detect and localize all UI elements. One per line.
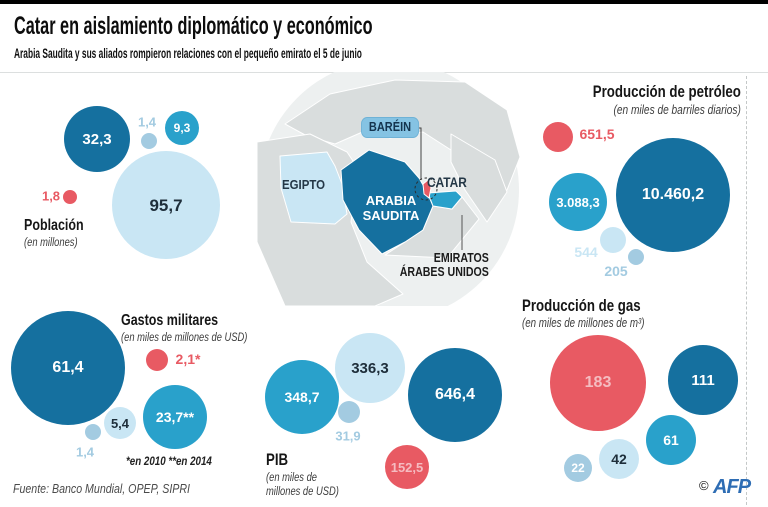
- bubble-value-pib-qatar: 152,5: [390, 459, 424, 475]
- bubble-value-pib-saudi: 646,4: [434, 386, 476, 403]
- map-label-catar: CATAR: [427, 175, 467, 190]
- bubble-value-petroleo-uae: 3.088,3: [556, 194, 600, 210]
- copyright-icon: ©: [699, 478, 709, 493]
- right-trim-dashed-line: [746, 76, 747, 505]
- bubble-value-poblacion-uae: 9,3: [173, 121, 191, 135]
- map-svg: [256, 72, 521, 306]
- map-uae: [427, 190, 463, 210]
- bubble-value-militar-egypt: 5,4: [110, 415, 130, 431]
- bubble-value-pib-uae: 348,7: [284, 389, 320, 405]
- afp-logo: AFP: [713, 476, 751, 498]
- bubble-petroleo-bahrain: [628, 249, 644, 265]
- map-label-arabia-saudita: ARABIA SAUDITA: [362, 193, 420, 223]
- petroleo-title: Producción de petróleo: [592, 82, 741, 101]
- bubble-value-militar-bahrain: 1,4: [75, 444, 95, 460]
- section-militar: Gastos militares (en miles de millones d…: [121, 312, 283, 345]
- bubble-value-petroleo-bahrain: 205: [604, 263, 628, 279]
- bubble-gas-uae: 61: [646, 415, 696, 465]
- section-gas: Producción de gas (en miles de millones …: [522, 296, 679, 331]
- bubble-value-petroleo-qatar: 651,5: [579, 126, 615, 142]
- bubble-militar-qatar: [146, 349, 168, 371]
- pib-subtitle: (en miles de millones de USD): [266, 469, 339, 498]
- pib-title: PIB: [266, 450, 289, 469]
- bubble-petroleo-egypt: [600, 227, 626, 253]
- bubble-value-gas-egypt: 42: [611, 451, 627, 467]
- bubble-value-militar-qatar: 2,1*: [175, 351, 201, 367]
- bubble-pib-saudi: 646,4: [408, 348, 502, 442]
- bubble-pib-qatar: 152,5: [385, 445, 429, 489]
- afp-credit: © AFP: [699, 476, 751, 499]
- bubble-pib-egypt: 336,3: [335, 333, 405, 403]
- bubble-poblacion-qatar: [63, 190, 77, 204]
- militar-subtitle: (en miles de millones de USD): [121, 330, 248, 345]
- bubble-poblacion-bahrain: [141, 133, 157, 149]
- bubble-gas-bahrain: 22: [564, 454, 592, 482]
- bubble-gas-saudi: 111: [668, 345, 738, 415]
- bubble-militar-egypt: 5,4: [104, 407, 136, 439]
- bubble-value-gas-qatar: 183: [584, 374, 612, 391]
- page-subtitle: Arabia Saudita y sus aliados rompieron r…: [14, 46, 362, 61]
- page-title: Catar en aislamiento diplomático y econó…: [14, 12, 373, 40]
- section-petroleo: Producción de petróleo (en miles de barr…: [551, 82, 741, 117]
- bubble-value-poblacion-qatar: 1,8: [41, 188, 61, 204]
- top-black-bar: [0, 0, 768, 4]
- bubble-militar-bahrain: [85, 424, 101, 440]
- bubble-value-gas-saudi: 111: [691, 371, 715, 389]
- militar-title: Gastos militares: [121, 312, 219, 329]
- gas-subtitle: (en miles de millones de m³): [522, 315, 645, 330]
- bubble-petroleo-qatar: [543, 122, 573, 152]
- map-label-emiratos: EMIRATOS ÁRABES UNIDOS: [399, 251, 489, 280]
- bubble-value-poblacion-saudi: 32,3: [82, 130, 112, 148]
- bubble-value-pib-egypt: 336,3: [351, 359, 389, 377]
- map-land-iran: [450, 133, 508, 223]
- militar-footnote: *en 2010 **en 2014: [126, 456, 212, 468]
- bubble-value-gas-bahrain: 22: [571, 461, 585, 475]
- bubble-petroleo-saudi: 10.460,2: [616, 138, 730, 252]
- section-pib: PIB (en miles de millones de USD): [266, 450, 378, 498]
- bubble-poblacion-saudi: 32,3: [64, 106, 130, 172]
- bubble-gas-egypt: 42: [599, 439, 639, 479]
- map-egypt: [279, 151, 348, 225]
- middle-east-map: BARÉIN EGIPTO ARABIA SAUDITA CATAR EMIRA…: [255, 72, 527, 306]
- map-label-egipto: EGIPTO: [282, 177, 326, 192]
- qatar-highlight-circle: [414, 177, 438, 201]
- petroleo-subtitle: (en miles de barriles diarios): [613, 101, 741, 117]
- gas-title: Producción de gas: [522, 296, 641, 315]
- bubble-pib-bahrain: [338, 401, 360, 423]
- bubble-value-poblacion-egypt: 95,7: [149, 195, 183, 215]
- map-saudi-arabia: [340, 149, 434, 255]
- poblacion-subtitle: (en millones): [24, 235, 78, 250]
- bubble-value-militar-saudi: 61,4: [52, 359, 84, 376]
- bubble-value-poblacion-bahrain: 1,4: [137, 114, 157, 130]
- map-qatar: [422, 179, 432, 199]
- section-poblacion: Población (en millones): [24, 217, 100, 250]
- bubble-value-militar-uae: 23,7**: [155, 409, 195, 425]
- bubble-militar-uae: 23,7**: [143, 385, 207, 449]
- bubble-poblacion-uae: 9,3: [165, 111, 199, 145]
- bubble-value-petroleo-egypt: 544: [574, 244, 598, 260]
- poblacion-title: Población: [24, 217, 84, 234]
- bubble-value-pib-bahrain: 31,9: [335, 428, 361, 444]
- bubble-gas-qatar: 183: [550, 335, 646, 431]
- source-line: Fuente: Banco Mundial, OPEP, SIPRI: [13, 482, 190, 496]
- bubble-value-petroleo-saudi: 10.460,2: [641, 186, 705, 203]
- bubble-pib-uae: 348,7: [265, 360, 339, 434]
- bubble-poblacion-egypt: 95,7: [112, 151, 220, 259]
- bubble-value-gas-uae: 61: [663, 432, 679, 448]
- map-label-barein: BARÉIN: [361, 117, 420, 139]
- bubble-militar-saudi: 61,4: [11, 311, 125, 425]
- bubble-petroleo-uae: 3.088,3: [549, 173, 607, 231]
